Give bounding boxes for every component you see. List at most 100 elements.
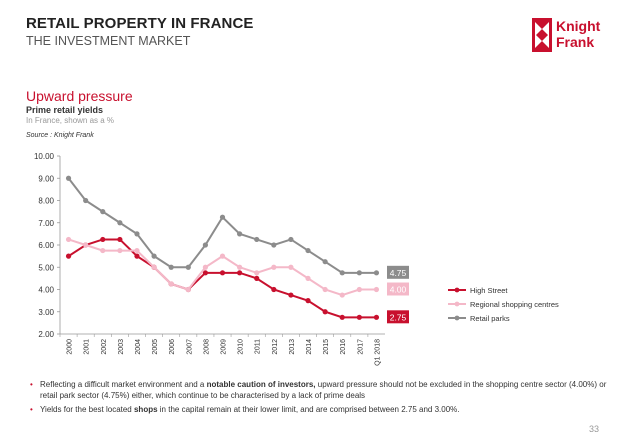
x-tick-label: 2009	[221, 339, 228, 355]
data-point	[322, 259, 328, 265]
data-point	[305, 247, 311, 254]
data-point	[83, 197, 89, 204]
end-value-label: 4.75	[390, 268, 407, 278]
y-tick-label: 8.00	[38, 197, 54, 206]
data-point	[202, 242, 208, 248]
bullet-item: • Reflecting a difficult market environm…	[30, 379, 610, 401]
end-value-label: 4.00	[390, 285, 407, 295]
data-point	[271, 242, 277, 248]
data-point	[271, 264, 277, 270]
data-point	[356, 270, 362, 276]
data-point	[117, 220, 123, 226]
end-value-label-box	[387, 282, 409, 296]
data-point	[202, 270, 208, 276]
legend-label: High Street	[470, 286, 508, 295]
x-tick-label: 2005	[152, 339, 159, 355]
data-point	[305, 298, 311, 304]
y-tick-label: 6.00	[38, 241, 54, 250]
data-point	[83, 242, 89, 248]
data-point	[134, 247, 140, 254]
data-point	[100, 236, 106, 243]
x-tick-label: 2013	[289, 339, 296, 355]
x-tick-label: 2004	[135, 339, 142, 355]
data-point	[219, 214, 226, 220]
commentary-bullets: • Reflecting a difficult market environm…	[30, 379, 610, 418]
chart-title: Prime retail yields	[26, 105, 104, 115]
data-point	[322, 286, 328, 293]
end-value-label-box	[387, 310, 409, 324]
data-point	[339, 292, 345, 298]
x-tick-label: 2017	[357, 339, 364, 355]
data-point	[168, 264, 174, 270]
bullet-icon: •	[30, 405, 33, 414]
data-point	[254, 275, 260, 281]
x-tick-label: 2011	[255, 339, 262, 354]
x-tick-label: 2014	[306, 339, 313, 355]
end-value-label: 2.75	[390, 312, 407, 322]
section-heading: Upward pressure	[26, 88, 133, 104]
data-point	[373, 314, 380, 320]
data-point	[100, 247, 106, 254]
y-tick-label: 5.00	[38, 263, 54, 272]
data-point	[237, 270, 243, 276]
data-point	[100, 209, 106, 215]
bullet-text-start: Reflecting a difficult market environmen…	[40, 380, 207, 389]
data-point	[202, 264, 208, 270]
legend-label: Retail parks	[470, 314, 510, 323]
x-tick-label: 2015	[323, 339, 330, 355]
data-point	[254, 236, 260, 243]
data-point	[254, 270, 260, 276]
bullet-text-bold: shops	[133, 405, 158, 414]
end-value-label-box	[387, 265, 409, 279]
data-point	[305, 275, 311, 281]
data-point	[356, 314, 362, 320]
x-tick-label: 2001	[84, 339, 91, 355]
legend-marker	[454, 315, 460, 321]
data-point	[271, 286, 277, 293]
data-point	[134, 253, 140, 259]
y-tick-label: 10.00	[34, 152, 55, 161]
data-point	[151, 253, 157, 259]
data-point	[219, 253, 226, 259]
page-number: 33	[589, 424, 600, 434]
data-point	[339, 314, 345, 320]
data-point	[168, 281, 174, 287]
page-subtitle: THE INVESTMENT MARKET	[26, 34, 191, 48]
logo-mark-icon	[532, 18, 552, 52]
data-point	[288, 264, 294, 270]
data-point	[117, 247, 123, 254]
chart-subtitle: In France, shown as a %	[26, 116, 115, 125]
x-tick-label: 2016	[340, 339, 347, 355]
data-point	[288, 236, 294, 243]
data-point	[65, 236, 72, 243]
bullet-text-end: upward pressure should not be excluded i…	[40, 380, 607, 400]
x-tick-label: 2000	[67, 339, 74, 355]
x-tick-label: 2006	[169, 339, 176, 355]
data-point	[185, 286, 191, 293]
y-tick-label: 4.00	[38, 286, 54, 295]
legend-marker	[454, 287, 460, 293]
data-point	[373, 286, 380, 293]
legend-marker	[454, 301, 460, 307]
bullet-text-end: in the capital remain at their lower lim…	[157, 405, 460, 414]
data-point	[322, 309, 328, 315]
data-point	[65, 253, 72, 259]
data-point	[339, 270, 345, 276]
legend-label: Regional shopping centres	[470, 300, 559, 309]
x-tick-label: 2010	[238, 339, 245, 355]
data-point	[151, 264, 157, 270]
data-point	[237, 231, 243, 237]
y-tick-label: 2.00	[38, 330, 54, 339]
x-tick-label: 2012	[272, 339, 279, 355]
bullet-text-bold: notable caution of investors,	[206, 380, 316, 389]
bullet-icon: •	[30, 380, 33, 389]
data-point	[288, 292, 294, 298]
logo-text-line1: Knight	[556, 18, 601, 34]
bullet-item: • Yields for the best located shops in t…	[30, 404, 610, 415]
series-line	[68, 238, 377, 297]
page-title: RETAIL PROPERTY IN FRANCE	[26, 15, 254, 32]
data-point	[134, 231, 140, 237]
knight-frank-logo: Knight Frank	[532, 16, 622, 56]
